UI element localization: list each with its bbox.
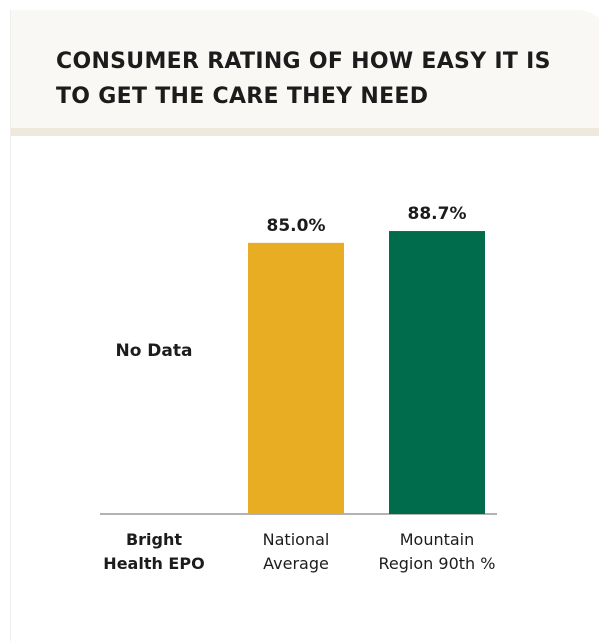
bar bbox=[248, 242, 344, 514]
value-label: 88.7% bbox=[408, 204, 467, 224]
x-tick-label: National Average bbox=[262, 530, 330, 573]
bar bbox=[389, 231, 485, 514]
header: CONSUMER RATING OF HOW EASY IT IS TO GET… bbox=[11, 10, 599, 136]
card: CONSUMER RATING OF HOW EASY IT IS TO GET… bbox=[10, 10, 599, 641]
chart-title: CONSUMER RATING OF HOW EASY IT IS TO GET… bbox=[56, 49, 551, 109]
value-label: 85.0% bbox=[267, 216, 326, 236]
no-data-label: No Data bbox=[115, 341, 192, 361]
x-tick-label: Mountain Region 90th % bbox=[378, 530, 496, 573]
x-tick-label: Bright Health EPO bbox=[103, 530, 205, 573]
